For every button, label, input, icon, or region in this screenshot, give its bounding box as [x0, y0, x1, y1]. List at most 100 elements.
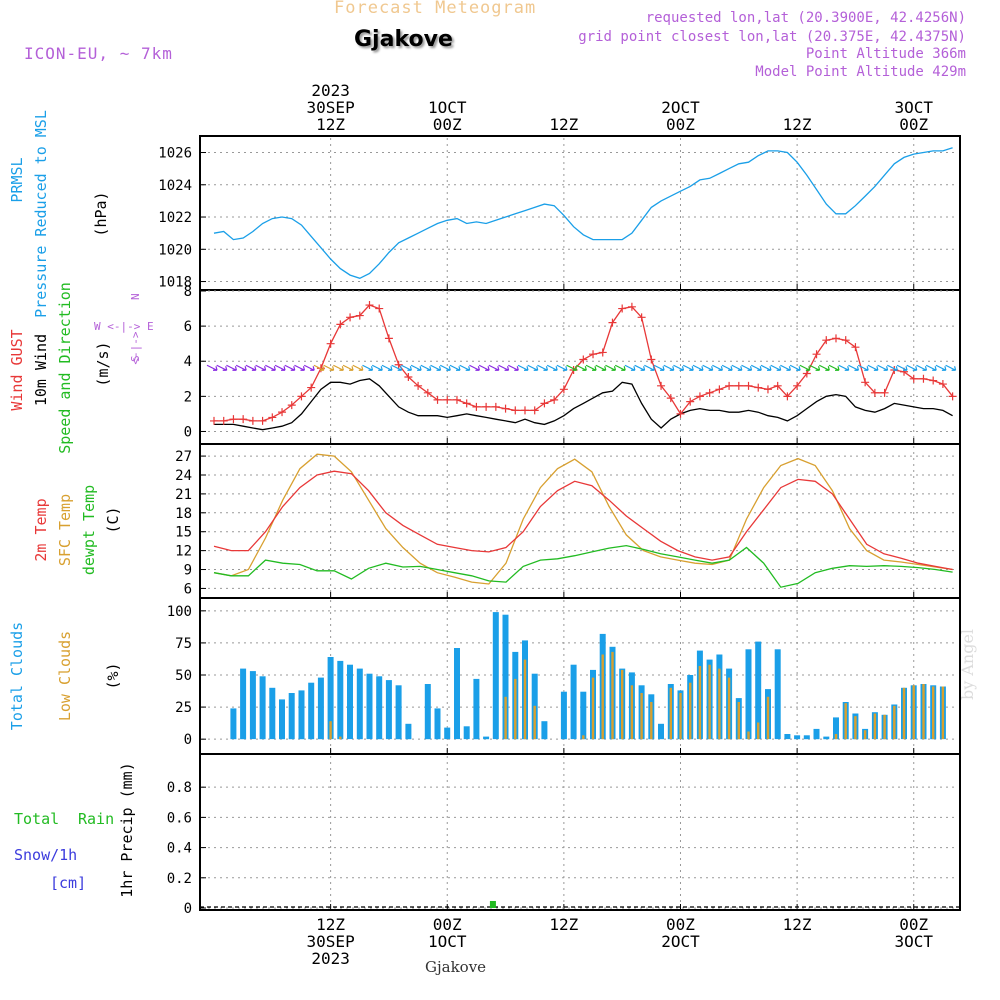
- wind-gust-marker: [384, 334, 393, 343]
- low-cloud-bar: [873, 713, 877, 740]
- total-cloud-bar: [259, 676, 266, 740]
- wind-gust-marker: [637, 313, 646, 322]
- total-cloud-bar: [298, 690, 305, 740]
- wind-gust-marker: [540, 399, 549, 408]
- compass-ns-arrow: <-|->: [129, 331, 142, 364]
- time-label-bottom: 1OCT: [428, 932, 467, 951]
- time-label-top: 12Z: [316, 115, 345, 134]
- total-cloud-bar: [502, 614, 509, 740]
- low-cloud-bar: [902, 687, 906, 740]
- wind-gust-marker: [229, 415, 238, 424]
- wind-gust-marker: [307, 383, 316, 392]
- label-precip-units: 1hr Precip (mm): [118, 762, 136, 897]
- wind-gust-marker: [841, 336, 850, 345]
- total-cloud-bar: [463, 726, 470, 740]
- wind-direction-arrow: [439, 364, 451, 371]
- wind-direction-arrow: [235, 364, 247, 371]
- wind-gust-marker: [404, 373, 413, 382]
- label-dewpt-temp: dewpt Temp: [80, 485, 98, 575]
- time-label-bottom: 2023: [311, 949, 350, 968]
- low-cloud-bar: [611, 651, 614, 740]
- wind-gust-marker: [647, 355, 656, 364]
- low-cloud-bar: [747, 731, 750, 740]
- time-label-top: 3OCT: [894, 98, 933, 117]
- compass-we: W <-|-> E: [94, 320, 154, 333]
- wind-direction-arrow: [828, 364, 840, 371]
- wind-direction-arrow: [352, 364, 364, 371]
- wind-direction-arrow: [527, 364, 539, 371]
- label-prmsl: PRMSL: [8, 157, 26, 202]
- total-cloud-bar: [833, 717, 839, 740]
- wind-gust-marker: [666, 394, 675, 403]
- location-title: Gjakove: [354, 27, 453, 52]
- info-point-altitude: Point Altitude 366m: [805, 46, 966, 62]
- wind-speed-line: [214, 378, 953, 431]
- axis-labels: 1018102010221024102602468691215182124270…: [8, 81, 933, 968]
- label-10m-wind: 10m Wind: [32, 334, 50, 406]
- wind-direction-arrow: [362, 364, 374, 371]
- wind-direction-arrow: [255, 364, 267, 371]
- low-cloud-bar: [582, 735, 585, 740]
- wind-direction-arrow: [945, 364, 957, 371]
- time-label-top: 12Z: [549, 115, 578, 134]
- wind-direction-arrow: [809, 364, 821, 371]
- wind-direction-arrow: [750, 364, 762, 371]
- wind-direction-arrow: [556, 364, 568, 371]
- total-cloud-bar: [337, 660, 344, 740]
- low-cloud-bar: [640, 693, 643, 740]
- wind-direction-arrow: [780, 364, 791, 371]
- low-cloud-bar: [339, 736, 342, 740]
- time-label-bottom: 2OCT: [661, 932, 700, 951]
- wind-gust-marker: [520, 406, 529, 415]
- y-tick-label-wind: 2: [184, 389, 192, 405]
- wind-gust-marker: [938, 380, 947, 389]
- y-tick-label-wind: 0: [184, 424, 192, 440]
- label-temp-units: (C): [104, 506, 122, 533]
- wind-gust-marker: [793, 381, 802, 390]
- wind-direction-arrow: [430, 364, 442, 371]
- dewpt-temp-line: [213, 544, 953, 588]
- wind-gust-marker: [472, 402, 481, 411]
- total-cloud-bar: [376, 676, 383, 740]
- low-cloud-bar: [922, 684, 925, 740]
- time-label-bottom: 00Z: [899, 915, 928, 934]
- total-cloud-bar: [385, 680, 392, 740]
- wind-gust-marker: [414, 381, 423, 390]
- wind-gust-marker: [550, 395, 559, 404]
- wind-gust-marker: [861, 378, 870, 387]
- time-label-bottom: 12Z: [549, 915, 578, 934]
- wind-gust-marker: [336, 320, 345, 329]
- temp-2m-line: [213, 470, 953, 571]
- wind-gust-marker: [880, 388, 889, 397]
- time-label-top: 2OCT: [661, 98, 700, 117]
- wind-gust-marker: [715, 385, 724, 394]
- wind-direction-arrow: [537, 364, 549, 371]
- y-tick-label-temperature: 24: [175, 468, 192, 484]
- y-tick-label-precip: 0.6: [167, 810, 192, 826]
- wind-direction-arrow: [585, 364, 597, 371]
- time-label-bottom: 00Z: [666, 915, 695, 934]
- time-label-top: 30SEP: [307, 98, 355, 117]
- wind-gust-marker: [443, 395, 452, 404]
- total-cloud-bar: [755, 641, 762, 740]
- wind-gust-marker: [511, 406, 520, 415]
- wind-direction-arrow: [371, 364, 383, 371]
- wind-gust-marker: [929, 376, 938, 385]
- y-tick-label-pressure: 1026: [158, 146, 192, 162]
- wind-direction-arrow: [906, 364, 918, 371]
- low-cloud-bar: [854, 716, 857, 740]
- wind-direction-arrow: [605, 364, 617, 371]
- total-cloud-bar: [366, 673, 373, 740]
- wind-direction-arrow: [867, 364, 879, 371]
- wind-direction-arrow: [313, 364, 325, 371]
- low-cloud-bar: [883, 714, 886, 740]
- wind-direction-arrow: [653, 364, 665, 371]
- wind-gust-marker: [297, 392, 306, 401]
- wind-direction-arrow: [566, 364, 578, 371]
- wind-gust-marker: [831, 334, 840, 343]
- wind-gust-marker: [773, 381, 782, 390]
- wind-direction-arrow: [459, 364, 471, 371]
- total-cloud-bar: [580, 691, 587, 740]
- wind-gust-marker: [579, 355, 588, 364]
- low-cloud-bar: [601, 654, 604, 740]
